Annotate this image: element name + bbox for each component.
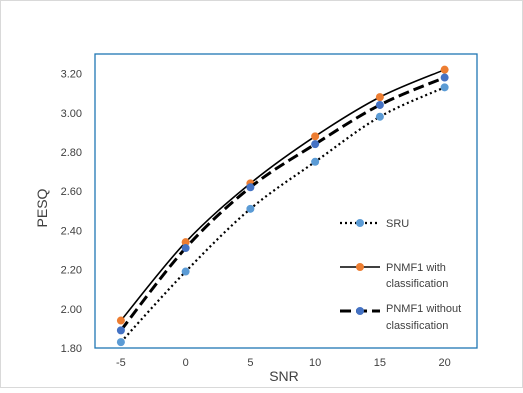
data-point — [116, 316, 125, 325]
x-tick-label: -5 — [116, 357, 126, 369]
data-point — [181, 267, 190, 276]
legend-item-3: PNMF1 without classification — [340, 303, 461, 332]
y-axis-title: PESQ — [34, 188, 50, 227]
y-tick-label: 2.60 — [61, 186, 82, 198]
legend-marker — [356, 219, 364, 227]
legend-item-1: SRU — [340, 218, 409, 230]
data-point — [375, 93, 384, 102]
y-tick-label: 3.20 — [61, 69, 82, 81]
x-axis-title: SNR — [269, 368, 299, 384]
y-tick-label: 3.00 — [61, 108, 82, 120]
x-tick-label: 15 — [374, 357, 386, 369]
y-tick-label: 2.00 — [61, 304, 82, 316]
x-tick-label: 20 — [439, 357, 451, 369]
legend-marker — [356, 307, 364, 315]
legend-item-2: PNMF1 with classification — [340, 262, 448, 290]
data-point — [440, 83, 449, 92]
data-point — [246, 183, 255, 192]
data-point — [375, 100, 384, 109]
legend-label: classification — [386, 320, 448, 332]
y-tick-label: 2.40 — [61, 225, 82, 237]
y-tick-label: 2.20 — [61, 265, 82, 277]
series-line — [119, 76, 446, 332]
data-point — [181, 244, 190, 253]
y-tick-label: 1.80 — [61, 343, 82, 355]
legend-label: PNMF1 without — [386, 303, 461, 315]
legend-label: SRU — [386, 218, 409, 230]
x-axis: -5 0 5 10 15 20 — [116, 357, 451, 369]
data-point — [440, 65, 449, 74]
series-layer — [116, 65, 449, 347]
series-1 — [116, 83, 449, 347]
legend-label: PNMF1 with — [386, 262, 446, 274]
data-point — [311, 157, 320, 166]
y-axis: 1.80 2.00 2.20 2.40 2.60 2.80 3.00 3.20 — [61, 69, 82, 355]
plot-area-border — [94, 53, 478, 349]
x-tick-label: 10 — [309, 357, 321, 369]
legend-marker — [356, 263, 364, 271]
x-tick-label: 5 — [247, 357, 253, 369]
data-point — [375, 112, 384, 121]
x-tick-label: 0 — [183, 357, 189, 369]
data-point — [181, 238, 190, 247]
data-point — [311, 140, 320, 149]
y-tick-label: 2.80 — [61, 147, 82, 159]
data-point — [246, 204, 255, 213]
series-line — [120, 86, 446, 343]
data-point — [116, 326, 125, 335]
legend-label: classification — [386, 278, 448, 290]
data-point — [311, 132, 320, 141]
series-3 — [116, 73, 449, 335]
data-point — [440, 73, 449, 82]
data-point — [116, 338, 125, 347]
